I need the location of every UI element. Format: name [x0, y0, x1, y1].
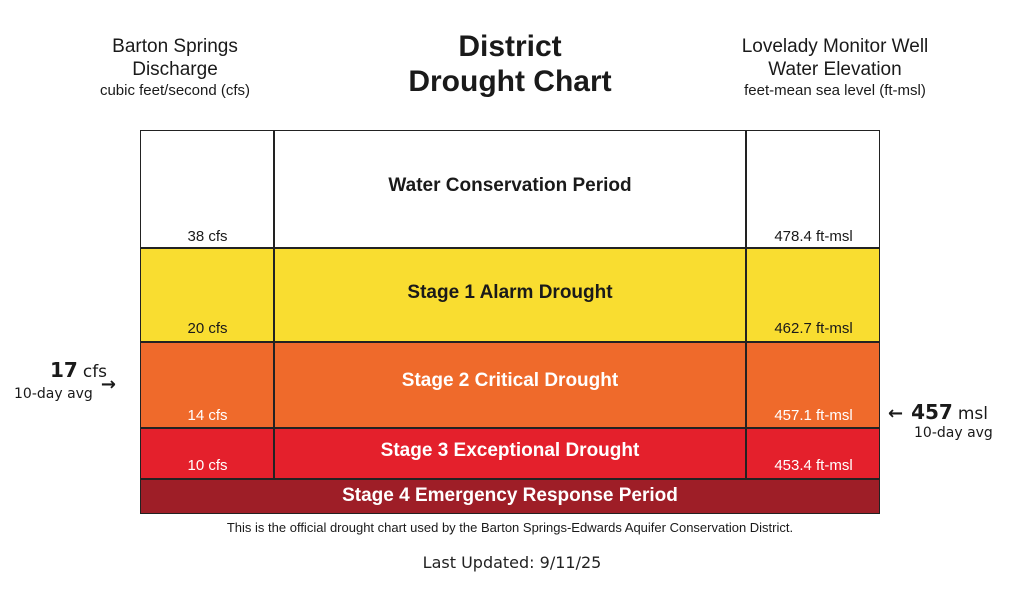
discharge-header: Barton Springs Discharge cubic feet/seco…	[60, 36, 290, 100]
column-divider-left	[273, 131, 275, 479]
stage-row-stage4: Stage 4 Emergency Response Period	[141, 479, 879, 513]
msl-threshold: 453.4 ft-msl	[774, 457, 853, 474]
row-divider	[141, 247, 879, 249]
elevation-header-units: feet-mean sea level (ft-msl)	[744, 81, 926, 99]
discharge-header-line1: Barton Springs	[112, 36, 238, 57]
stage-row-stage1: Stage 1 Alarm Drought 20 cfs 462.7 ft-ms…	[141, 248, 879, 342]
discharge-marker: 17 cfs 10-day avg →	[14, 358, 138, 404]
discharge-marker-sub: 10-day avg	[14, 385, 93, 402]
cfs-threshold: 10 cfs	[187, 457, 228, 474]
discharge-header-line2: Discharge	[132, 58, 218, 80]
cfs-threshold: 38 cfs	[187, 228, 228, 245]
stage-label: Water Conservation Period	[388, 175, 632, 196]
chart-title-line2: Drought Chart	[408, 64, 612, 98]
elevation-header-line1: Lovelady Monitor Well	[741, 36, 929, 57]
column-divider-right	[745, 131, 747, 479]
stage-label: Stage 2 Critical Drought	[401, 370, 619, 391]
stage-label: Stage 4 Emergency Response Period	[342, 485, 678, 506]
elevation-marker-sub: 10-day avg	[914, 425, 993, 441]
cfs-threshold: 20 cfs	[187, 320, 228, 337]
chart-title-line1: District	[458, 30, 562, 63]
row-divider	[141, 427, 879, 429]
stage-row-stage2: Stage 2 Critical Drought 14 cfs 457.1 ft…	[141, 342, 879, 428]
elevation-marker: ← 457 msl 10-day avg	[888, 400, 1018, 441]
discharge-marker-unit: cfs	[82, 362, 108, 382]
elevation-header: Lovelady Monitor Well Water Elevation fe…	[700, 36, 970, 100]
discharge-header-units: cubic feet/second (cfs)	[99, 81, 251, 99]
elevation-marker-unit: msl	[957, 404, 988, 424]
elevation-header-line2: Water Elevation	[768, 58, 902, 80]
row-divider	[141, 478, 879, 480]
msl-threshold: 462.7 ft-msl	[774, 320, 853, 337]
stage-label: Stage 1 Alarm Drought	[407, 282, 613, 303]
msl-threshold: 457.1 ft-msl	[774, 407, 853, 424]
stage-label: Stage 3 Exceptional Drought	[380, 440, 640, 461]
chart-title: District Drought Chart	[350, 30, 670, 99]
stage-row-stage3: Stage 3 Exceptional Drought 10 cfs 453.4…	[141, 428, 879, 479]
drought-chart: Water Conservation Period 38 cfs 478.4 f…	[140, 130, 880, 514]
arrow-right-icon: →	[100, 374, 116, 395]
elevation-marker-value: 457	[911, 400, 953, 424]
stage-row-conservation: Water Conservation Period 38 cfs 478.4 f…	[141, 131, 879, 248]
footnote: This is the official drought chart used …	[226, 520, 794, 535]
discharge-marker-value: 17	[50, 358, 78, 382]
row-divider	[141, 341, 879, 343]
last-updated: Last Updated: 9/11/25	[422, 553, 602, 572]
msl-threshold: 478.4 ft-msl	[774, 228, 853, 245]
arrow-left-icon: ←	[888, 403, 904, 424]
cfs-threshold: 14 cfs	[187, 407, 228, 424]
